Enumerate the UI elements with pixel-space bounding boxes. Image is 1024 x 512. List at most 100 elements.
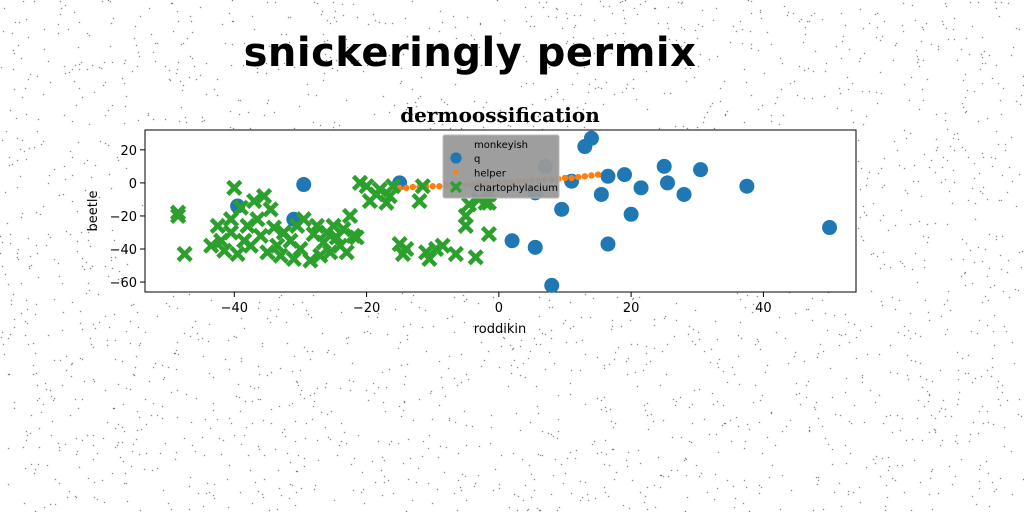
- point-q: [739, 178, 755, 194]
- point-q: [600, 168, 616, 184]
- point-chartophylacium: [384, 178, 402, 195]
- point-chartophylacium-stroke: [460, 196, 478, 213]
- point-chartophylacium: [335, 221, 352, 238]
- point-chartophylacium: [229, 245, 246, 263]
- x-tick-label: 20: [623, 301, 640, 316]
- point-chartophylacium-stroke: [232, 199, 249, 216]
- x-tick-label: −20: [353, 301, 380, 316]
- point-helper: [588, 172, 595, 179]
- point-chartophylacium-stroke: [315, 234, 332, 251]
- point-chartophylacium: [411, 192, 428, 210]
- point-helper: [575, 173, 582, 181]
- point-chartophylacium: [414, 178, 431, 195]
- point-q: [554, 201, 570, 217]
- chart-title: dermoossification: [400, 103, 600, 127]
- point-chartophylacium: [272, 247, 289, 264]
- point-chartophylacium-stroke: [348, 229, 365, 246]
- y-tick-label: 0: [129, 177, 137, 192]
- point-chartophylacium-stroke: [480, 226, 498, 243]
- point-q: [544, 277, 560, 293]
- point-chartophylacium-stroke: [381, 188, 398, 205]
- point-chartophylacium: [285, 250, 302, 268]
- legend: monkeyish q helper chartophylacium: [442, 134, 560, 199]
- point-q: [296, 177, 312, 193]
- x-tick-label: −40: [221, 301, 248, 316]
- point-chartophylacium: [447, 245, 464, 263]
- legend-marker-q: [450, 152, 462, 164]
- point-helper: [436, 183, 443, 190]
- point-chartophylacium-stroke: [265, 219, 283, 236]
- point-chartophylacium: [312, 247, 329, 264]
- point-chartophylacium: [203, 237, 220, 254]
- point-q: [583, 130, 599, 146]
- point-chartophylacium: [169, 204, 187, 221]
- x-axis-label: roddikin: [474, 322, 527, 337]
- point-chartophylacium-stroke: [384, 178, 402, 195]
- point-chartophylacium-stroke: [457, 207, 474, 225]
- legend-marker-chartophylacium: [449, 180, 463, 194]
- point-chartophylacium: [467, 249, 484, 266]
- point-chartophylacium: [246, 192, 263, 210]
- point-chartophylacium: [434, 237, 451, 254]
- point-q: [656, 158, 672, 174]
- point-chartophylacium: [249, 211, 266, 228]
- y-axis-label: beetle: [86, 191, 101, 232]
- point-chartophylacium: [262, 201, 279, 218]
- point-chartophylacium: [421, 250, 438, 268]
- point-q: [504, 233, 520, 249]
- point-chartophylacium: [295, 211, 312, 228]
- point-q: [676, 186, 692, 202]
- point-chartophylacium-stroke: [335, 221, 352, 238]
- point-chartophylacium-stroke: [246, 192, 263, 210]
- point-chartophylacium-stroke: [434, 237, 451, 254]
- point-chartophylacium: [269, 237, 286, 254]
- y-tick-label: −20: [110, 210, 137, 225]
- point-helper: [568, 174, 575, 182]
- point-chartophylacium-stroke: [338, 244, 355, 261]
- point-chartophylacium: [216, 242, 233, 259]
- point-chartophylacium-stroke: [398, 240, 415, 258]
- x-tick-label: 40: [755, 301, 772, 316]
- point-chartophylacium: [480, 226, 498, 243]
- point-chartophylacium-stroke: [411, 192, 428, 210]
- point-chartophylacium: [176, 245, 193, 263]
- point-chartophylacium: [338, 244, 355, 261]
- point-chartophylacium: [265, 219, 283, 236]
- legend-label-chartophylacium: chartophylacium: [474, 183, 558, 194]
- point-q: [822, 220, 838, 236]
- y-tick-label: −40: [110, 243, 137, 258]
- point-chartophylacium-stroke: [302, 252, 319, 269]
- point-q: [527, 239, 543, 255]
- x-axis: −40 −20 0 20 40: [221, 292, 772, 316]
- y-axis: 20 0 −20 −40 −60: [110, 144, 145, 291]
- point-helper: [561, 174, 569, 182]
- point-chartophylacium-stroke: [169, 204, 187, 221]
- point-chartophylacium-stroke: [216, 242, 233, 259]
- point-chartophylacium: [255, 188, 273, 205]
- point-chartophylacium-stroke: [308, 217, 326, 234]
- point-chartophylacium-stroke: [269, 237, 286, 254]
- point-helper: [409, 183, 417, 191]
- point-chartophylacium-stroke: [259, 244, 276, 261]
- point-chartophylacium-stroke: [371, 181, 388, 198]
- y-tick-label: −60: [110, 276, 137, 291]
- point-chartophylacium: [381, 188, 398, 205]
- point-chartophylacium: [308, 217, 326, 234]
- point-chartophylacium-stroke: [209, 217, 226, 234]
- y-tick-label: 20: [120, 144, 137, 159]
- point-helper: [403, 184, 410, 192]
- point-chartophylacium-stroke: [272, 247, 289, 264]
- point-chartophylacium: [239, 217, 256, 234]
- point-q: [600, 236, 616, 252]
- point-q: [593, 186, 609, 202]
- point-chartophylacium-stroke: [322, 244, 339, 261]
- point-chartophylacium: [259, 244, 276, 261]
- point-chartophylacium-stroke: [176, 245, 193, 263]
- legend-label-q: q: [474, 154, 480, 165]
- legend-title: monkeyish: [474, 140, 528, 151]
- point-chartophylacium: [371, 181, 388, 198]
- point-chartophylacium: [252, 227, 269, 244]
- point-helper: [581, 173, 589, 180]
- point-chartophylacium-stroke: [341, 207, 359, 225]
